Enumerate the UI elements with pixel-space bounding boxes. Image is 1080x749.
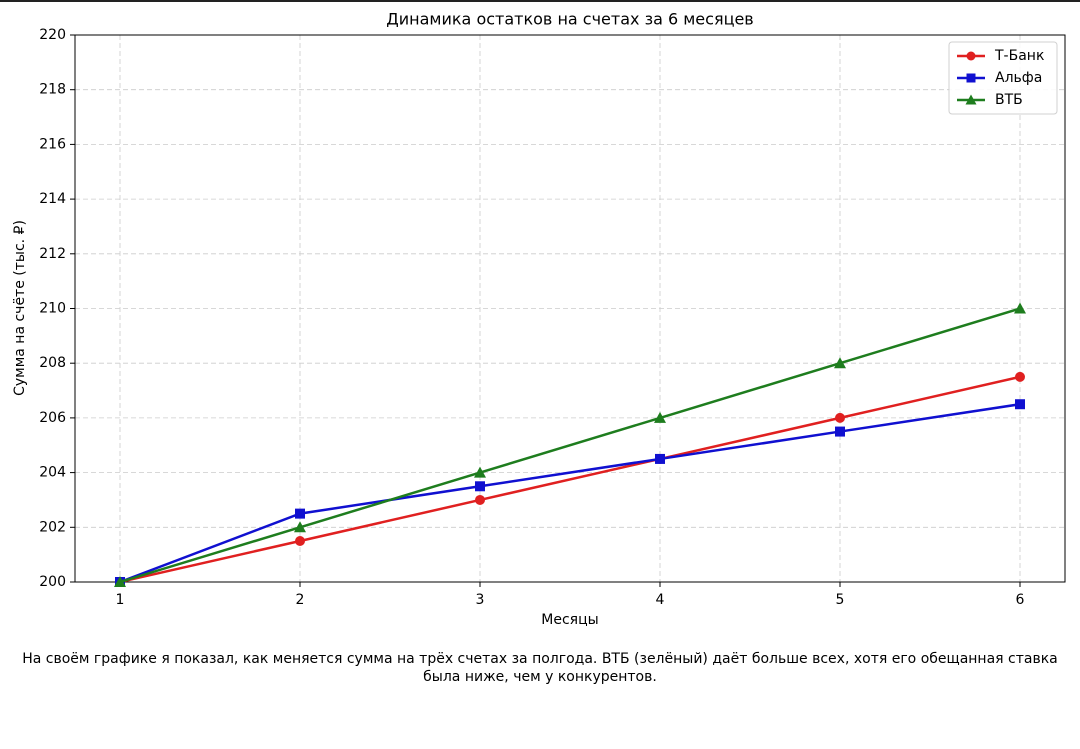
y-tick-label: 200 — [39, 574, 66, 590]
y-axis-label: Сумма на счёте (тыс. ₽) — [12, 220, 28, 396]
legend-label: Альфа — [995, 70, 1042, 86]
marker — [295, 535, 305, 546]
series-line — [119, 307, 1021, 584]
marker — [1014, 302, 1026, 314]
y-tick-label: 202 — [39, 519, 66, 535]
marker — [835, 426, 845, 437]
legend-box — [948, 41, 1058, 115]
y-tick-label: 216 — [39, 136, 66, 152]
y-tick-label: 214 — [39, 191, 66, 207]
plot-frame — [74, 34, 1066, 583]
series-line — [119, 402, 1021, 584]
marker — [475, 481, 485, 492]
marker — [474, 466, 486, 478]
x-tick-label: 5 — [836, 592, 845, 608]
legend-marker — [966, 51, 976, 61]
caption: На своём графике я показал, как меняется… — [22, 651, 1058, 685]
marker — [654, 411, 666, 423]
chart: Динамика остатков на счетах за 6 месяцев… — [0, 0, 1080, 628]
x-tick-label: 4 — [656, 592, 665, 608]
x-tick-label: 3 — [476, 592, 485, 608]
marker — [294, 521, 306, 533]
x-tick-label: 2 — [296, 592, 305, 608]
legend-label: Т-Банк — [994, 48, 1044, 64]
x-tick-label: 1 — [116, 592, 125, 608]
chart-title: Динамика остатков на счетах за 6 месяцев — [386, 10, 753, 29]
marker — [834, 357, 846, 369]
x-axis-label: Месяцы — [541, 612, 598, 628]
legend-marker — [966, 73, 976, 83]
legend-marker — [965, 94, 977, 105]
y-tick-label: 206 — [39, 410, 66, 426]
x-tick-label: 6 — [1016, 592, 1025, 608]
y-tick-label: 220 — [39, 27, 66, 43]
y-tick-label: 212 — [39, 246, 66, 262]
marker — [295, 508, 305, 519]
marker — [1015, 371, 1025, 382]
y-tick-label: 208 — [39, 355, 66, 371]
legend-label: ВТБ — [995, 92, 1023, 108]
y-tick-label: 204 — [39, 465, 66, 481]
marker — [835, 412, 845, 423]
marker — [655, 453, 665, 464]
marker — [114, 576, 126, 587]
series-line — [119, 375, 1021, 584]
marker — [1015, 399, 1025, 410]
marker — [475, 494, 485, 505]
y-tick-label: 218 — [39, 82, 66, 98]
y-tick-label: 210 — [39, 301, 66, 317]
